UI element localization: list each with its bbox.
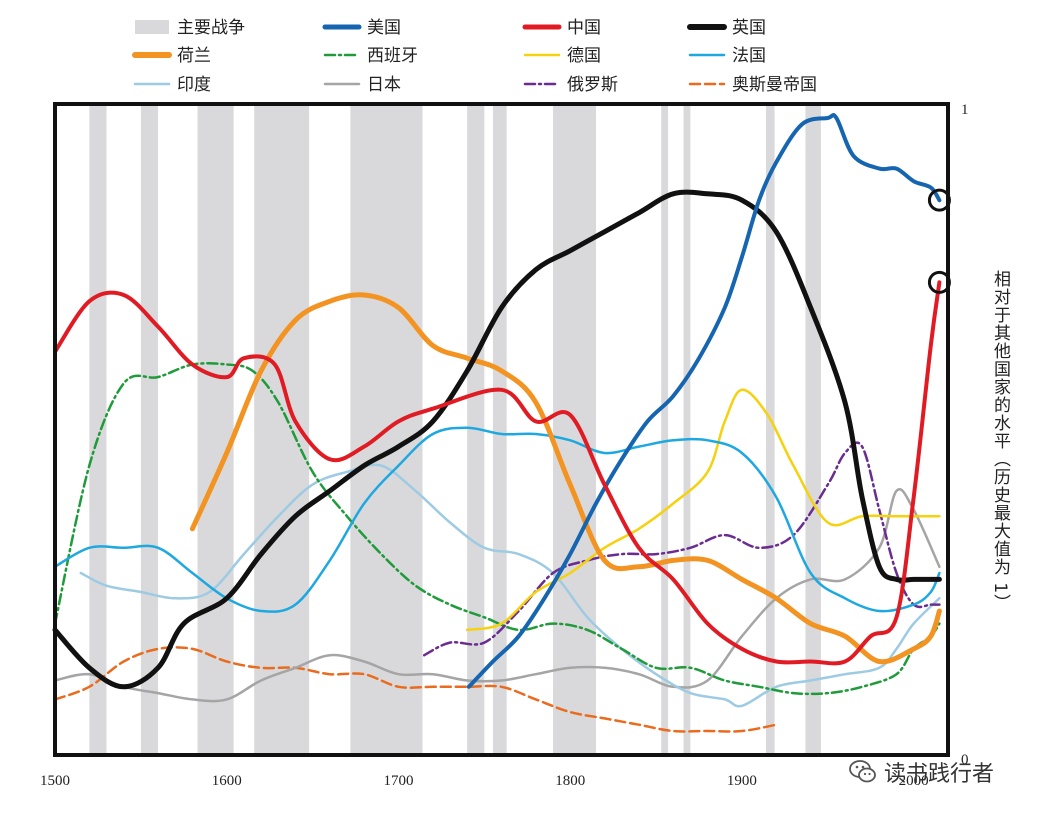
series-line-中国 xyxy=(53,280,942,666)
series-line-英国 xyxy=(52,189,942,690)
wechat-icon xyxy=(849,760,876,783)
legend-label: 俄罗斯 xyxy=(567,75,618,95)
war-band xyxy=(553,104,596,755)
legend-label: 奥斯曼帝国 xyxy=(732,75,817,95)
legend-label: 日本 xyxy=(367,75,401,95)
legend-swatch xyxy=(135,20,169,34)
legend-label: 美国 xyxy=(367,18,401,38)
x-tick-label: 1600 xyxy=(212,773,242,789)
watermark: 读书践行者 xyxy=(848,752,1048,792)
x-tick-label: 1900 xyxy=(727,773,757,789)
series-line-奥斯曼帝国 xyxy=(53,646,778,733)
series-line-印度 xyxy=(79,463,941,708)
legend-item: 德国 xyxy=(523,46,601,66)
x-tick-label: 1800 xyxy=(555,773,585,789)
y-axis-label: 相对于其他国家的水平（历史最大值为 1） xyxy=(990,270,1010,613)
legend-item: 日本 xyxy=(323,75,401,95)
y-tick-label: 1 xyxy=(961,102,969,118)
legend-item: 荷兰 xyxy=(132,46,211,66)
x-tick-label: 2000 xyxy=(899,773,929,789)
series-lines xyxy=(52,112,942,733)
watermark-text: 读书践行者 xyxy=(884,762,995,787)
war-band xyxy=(492,104,507,755)
legend-item: 西班牙 xyxy=(323,46,418,66)
legend-item: 奥斯曼帝国 xyxy=(688,75,817,95)
war-band xyxy=(661,104,669,755)
series-line-德国 xyxy=(465,388,941,632)
war-band xyxy=(765,104,775,755)
y-tick-label: 0 xyxy=(961,752,969,768)
war-band xyxy=(140,104,159,755)
legend-item: 中国 xyxy=(522,18,601,38)
series-line-俄罗斯 xyxy=(422,441,941,657)
legend-label: 西班牙 xyxy=(367,46,418,66)
legend-item: 俄罗斯 xyxy=(523,75,618,95)
legend-label: 荷兰 xyxy=(177,46,211,66)
series-line-日本 xyxy=(53,488,941,703)
war-bands xyxy=(89,104,821,755)
legend-label: 印度 xyxy=(177,75,211,95)
legend-label: 英国 xyxy=(732,18,766,38)
x-tick-label: 1700 xyxy=(383,773,413,789)
plot-frame xyxy=(53,102,950,757)
legend-item: 法国 xyxy=(688,46,766,66)
series-line-美国 xyxy=(466,112,942,689)
series-line-荷兰 xyxy=(189,292,942,665)
war-band xyxy=(197,104,234,755)
legend-item: 主要战争 xyxy=(135,18,245,38)
legend-item: 印度 xyxy=(133,75,211,95)
legend-label: 主要战争 xyxy=(177,18,245,38)
y-axis-ticks: 01 xyxy=(961,102,969,768)
x-axis-ticks: 1500 1600 1700 1800 1900 2000 xyxy=(40,773,929,789)
series-line-法国 xyxy=(53,426,941,613)
war-band xyxy=(805,104,821,755)
war-band xyxy=(683,104,691,755)
legend-item: 英国 xyxy=(687,18,766,38)
legend-item: 美国 xyxy=(322,18,401,38)
legend-label: 法国 xyxy=(732,46,766,66)
legend-label: 中国 xyxy=(567,18,601,38)
x-tick-label: 1500 xyxy=(40,773,70,789)
war-band xyxy=(89,104,107,755)
legend-label: 德国 xyxy=(567,46,601,66)
